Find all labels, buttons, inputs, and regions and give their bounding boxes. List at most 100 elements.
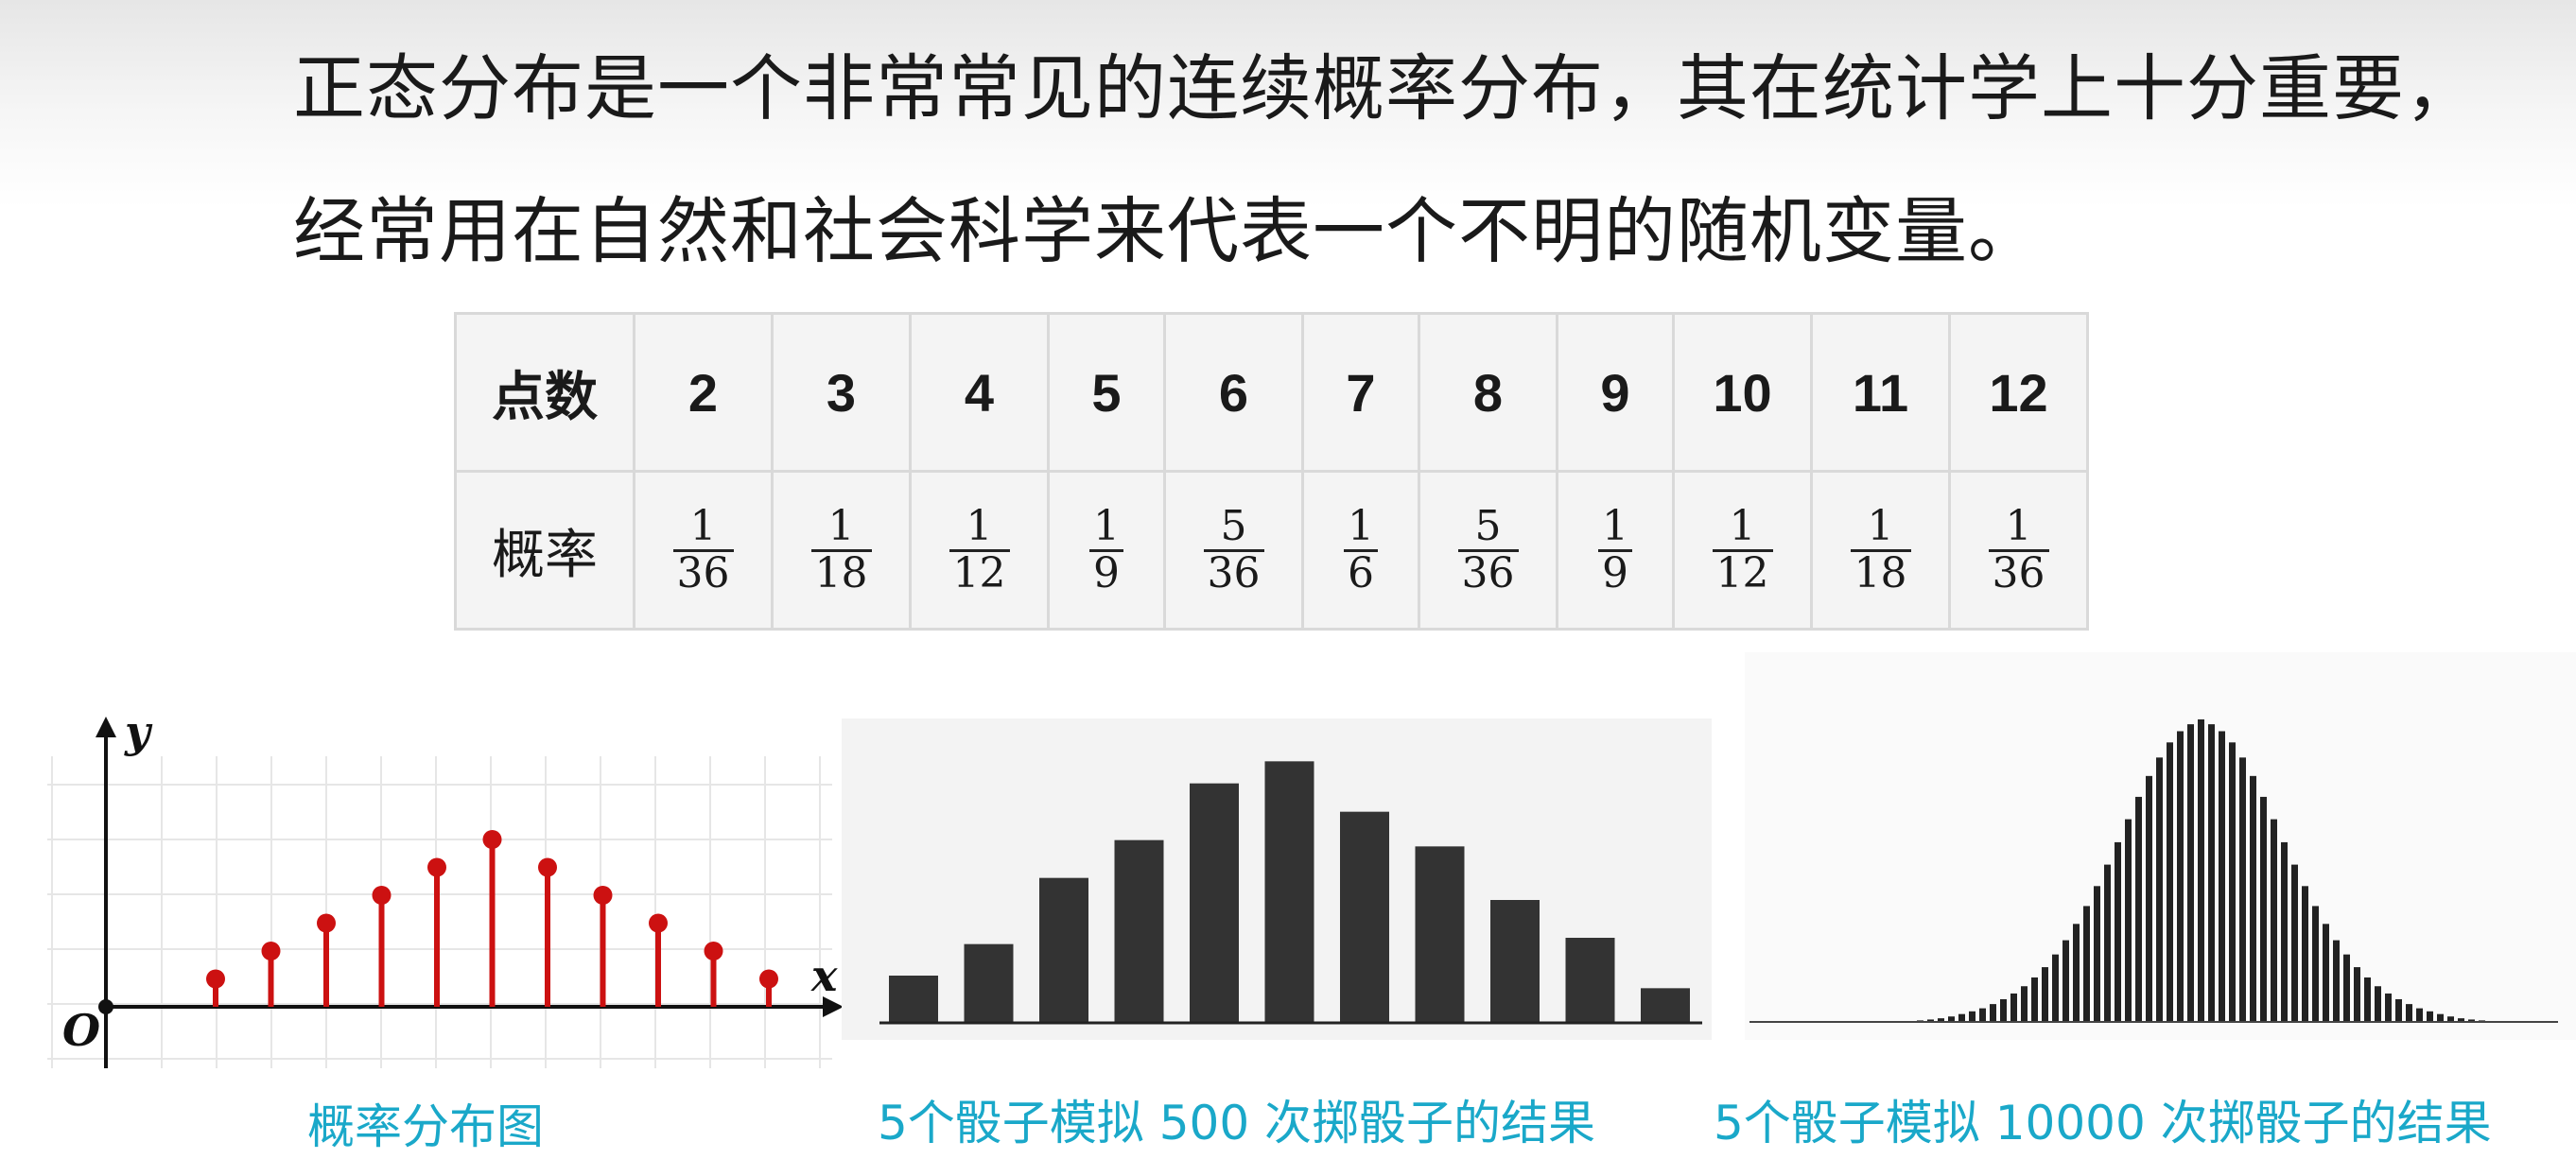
point-cell: 11 xyxy=(1810,312,1951,473)
stem-point xyxy=(538,857,557,877)
histogram-10000-bar xyxy=(2094,886,2100,1022)
intro-text: 正态分布是一个非常常见的连续概率分布，其在统计学上十分重要， 经常用在自然和社会… xyxy=(293,53,2478,338)
histogram-500-caption: 5个骰子模拟 500 次掷骰子的结果 xyxy=(878,1096,1596,1150)
stem-point xyxy=(649,913,668,933)
histogram-10000-bar xyxy=(2447,1016,2454,1022)
probability-cell: 1 18 xyxy=(1810,470,1951,631)
histogram-10000-bar xyxy=(2021,986,2028,1022)
histogram-10000-bar xyxy=(1969,1011,1976,1022)
histogram-10000-bar xyxy=(2219,731,2225,1022)
histogram-500-svg xyxy=(879,761,1702,1025)
histogram-500-bar xyxy=(1415,846,1465,1023)
histogram-10000-svg xyxy=(1749,719,2558,1023)
histogram-10000-bar xyxy=(2354,967,2360,1022)
point-cell: 3 xyxy=(771,312,912,473)
fraction-denominator: 9 xyxy=(1093,548,1120,597)
point-cell: 2 xyxy=(633,312,774,473)
probability-cell: 5 36 xyxy=(1163,470,1304,631)
x-axis-arrow xyxy=(823,996,844,1017)
intro-line-2: 经常用在自然和社会科学来代表一个不明的随机变量。 xyxy=(293,189,2041,273)
histogram-10000-bar xyxy=(2281,841,2288,1022)
histogram-10000-bar xyxy=(2271,819,2277,1022)
stem-point xyxy=(759,969,778,989)
point-cell: 6 xyxy=(1163,312,1304,473)
fraction-numerator: 5 xyxy=(1203,505,1264,552)
fraction-numerator: 1 xyxy=(672,505,734,552)
stem-caption: 概率分布图 xyxy=(307,1099,544,1154)
histogram-10000-bar xyxy=(2291,864,2298,1022)
histogram-10000-bar xyxy=(2167,742,2173,1022)
histogram-10000-bar xyxy=(2312,906,2319,1022)
histogram-500-bar xyxy=(1114,839,1164,1023)
histogram-10000-bar xyxy=(2302,886,2308,1022)
fraction-denominator: 18 xyxy=(1854,548,1907,597)
histogram-10000-bar xyxy=(2146,775,2152,1022)
stem-chart-svg: y x O xyxy=(47,706,844,1068)
point-cell: 7 xyxy=(1301,312,1420,473)
stem-point xyxy=(427,857,446,877)
histogram-10000-bar xyxy=(2375,986,2381,1022)
histogram-10000-bar xyxy=(1958,1013,1965,1022)
histogram-10000-bar xyxy=(2364,977,2371,1022)
fraction-numerator: 1 xyxy=(1988,505,2049,552)
histogram-500-bar xyxy=(1641,988,1690,1023)
histogram-10000-bar xyxy=(2156,757,2163,1022)
histogram-500-bar xyxy=(964,943,1014,1023)
histogram-10000-bar xyxy=(2323,924,2329,1022)
fraction-numerator: 1 xyxy=(1344,505,1378,552)
origin-dot xyxy=(98,999,113,1014)
probability-cell: 5 36 xyxy=(1418,470,1558,631)
stem-marks xyxy=(206,830,778,1007)
histogram-10000-bar xyxy=(2343,954,2350,1022)
y-axis-label: y xyxy=(124,706,153,757)
histogram-10000-bar xyxy=(1990,1004,1996,1022)
stem-point xyxy=(261,942,281,960)
histogram-10000-bar xyxy=(1979,1008,1986,1022)
histogram-10000-bar xyxy=(1938,1018,1944,1022)
fraction-numerator: 1 xyxy=(949,505,1010,552)
fraction-denominator: 6 xyxy=(1348,548,1374,597)
point-cell: 10 xyxy=(1672,312,1813,473)
histogram-10000-bar xyxy=(2052,954,2059,1022)
points-row: 点数 2 3 4 5 6 7 8 9 10 11 12 xyxy=(454,312,2089,473)
histogram-10000-bars xyxy=(1896,719,2506,1022)
stem-point xyxy=(206,969,225,989)
point-cell: 4 xyxy=(909,312,1050,473)
histogram-10000 xyxy=(1745,652,2576,1040)
probability-stem-chart: y x O xyxy=(38,700,851,1087)
stem-point xyxy=(593,886,613,905)
histogram-10000-bar xyxy=(2198,719,2204,1022)
histogram-10000-bar xyxy=(2083,906,2090,1022)
histogram-10000-bar xyxy=(1927,1019,1934,1022)
fraction-denominator: 12 xyxy=(952,548,1006,597)
histogram-500-bar xyxy=(1039,877,1088,1023)
y-axis-arrow xyxy=(96,717,116,737)
point-cell: 5 xyxy=(1047,312,1166,473)
stem-point xyxy=(372,886,392,905)
fraction-denominator: 36 xyxy=(676,548,730,597)
fraction-denominator: 36 xyxy=(1207,548,1261,597)
histogram-10000-bar xyxy=(2406,1004,2412,1022)
fraction-denominator: 9 xyxy=(1602,548,1628,597)
histogram-500-bar xyxy=(1264,761,1314,1023)
histogram-10000-bar xyxy=(2042,967,2048,1022)
histogram-10000-bar xyxy=(2031,977,2038,1022)
probability-header: 概率 xyxy=(454,470,635,631)
histogram-10000-bar xyxy=(1948,1016,1955,1022)
histogram-500-bar xyxy=(1190,783,1239,1023)
points-header: 点数 xyxy=(454,312,635,473)
histogram-10000-bar xyxy=(2000,999,2007,1022)
origin-label: O xyxy=(62,1005,100,1056)
point-cell: 12 xyxy=(1948,312,2089,473)
histogram-10000-caption: 5个骰子模拟 10000 次掷骰子的结果 xyxy=(1714,1096,2492,1150)
fraction-numerator: 1 xyxy=(1850,505,1911,552)
probability-cell: 1 12 xyxy=(1672,470,1813,631)
histogram-10000-bar xyxy=(2010,993,2017,1022)
histogram-10000-bar xyxy=(2395,999,2402,1022)
histogram-10000-bar xyxy=(2385,993,2392,1022)
histogram-10000-bar xyxy=(2468,1019,2475,1022)
histogram-500-bar xyxy=(1565,938,1615,1023)
